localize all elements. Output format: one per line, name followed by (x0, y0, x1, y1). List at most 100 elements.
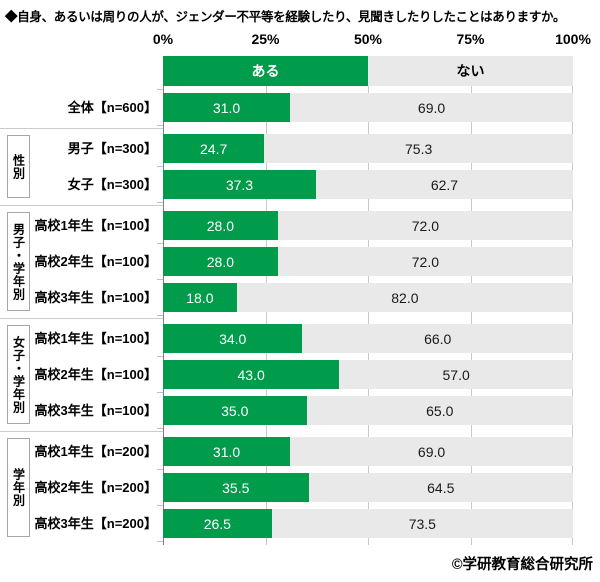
row-label: 男子【n=300】 (67, 141, 157, 156)
bar-segment-nai: 66.0 (302, 324, 573, 353)
bar-value-nai: 64.5 (427, 479, 455, 496)
bar-segment-nai: 69.0 (290, 437, 573, 466)
copyright-credit: ©学研教育総合研究所 (451, 557, 593, 573)
table-row: 男子【n=300】 24.7 75.3 (0, 134, 600, 167)
axis-tick-label-50: 50% (353, 31, 383, 47)
table-row: 高校1年生【n=100】 28.0 72.0 (0, 211, 600, 244)
bar-value-nai: 65.0 (426, 402, 454, 419)
bar-segment-nai: 82.0 (236, 283, 573, 312)
group-section-male-grade: 男子・学年別 高校1年生【n=100】 28.0 72.0 高校2年生【n=10… (0, 205, 600, 316)
bar-value-nai: 73.5 (408, 515, 436, 532)
bar-value-aru: 28.0 (206, 253, 235, 270)
row-bars: 28.0 72.0 (157, 211, 573, 244)
bar-segment-nai: 65.0 (306, 396, 573, 425)
row-bars: 28.0 72.0 (157, 247, 573, 280)
bar-segment-aru: 28.0 (163, 211, 278, 240)
table-row-total: 全体【n=600】 31.0 69.0 (0, 93, 600, 126)
bar-segment-aru: 31.0 (163, 93, 291, 122)
table-row: 高校3年生【n=100】 35.0 65.0 (0, 396, 600, 429)
legend-nai: ない (368, 56, 573, 86)
bar-segment-nai: 75.3 (264, 134, 573, 163)
table-row: 女子【n=300】 37.3 62.7 (0, 170, 600, 203)
table-row: 高校1年生【n=100】 34.0 66.0 (0, 324, 600, 357)
legend-header-spacer (0, 56, 163, 86)
bar-segment-aru: 43.0 (163, 360, 340, 389)
group-box-male-grade: 男子・学年別 (7, 212, 30, 311)
legend-header-row: ある ない (0, 56, 600, 90)
group-section-grade: 学年別 高校1年生【n=200】 31.0 69.0 高校2年生【n=200】 … (0, 431, 600, 542)
group-box-grade: 学年別 (7, 438, 30, 537)
chart-title: ◆自身、あるいは周りの人が、ジェンダー不平等を経験したり、見聞きしたりしたことは… (5, 10, 566, 24)
bar-segment-nai: 73.5 (271, 509, 573, 538)
bar-value-aru: 37.3 (225, 176, 254, 193)
bar-value-nai: 72.0 (411, 253, 440, 270)
row-bars: 34.0 66.0 (157, 324, 573, 357)
group-label-male-grade: 男子・学年別 (11, 222, 26, 301)
row-label: 女子【n=300】 (67, 177, 157, 192)
axis-tick-label-25: 25% (251, 31, 280, 47)
row-label: 高校3年生【n=100】 (34, 403, 157, 418)
group-box-female-grade: 女子・学年別 (7, 325, 30, 424)
bar-segment-aru: 35.5 (163, 473, 309, 502)
bar-segment-nai: 72.0 (277, 211, 573, 240)
row-bars: 35.0 65.0 (157, 396, 573, 429)
bar-segment-nai: 62.7 (315, 170, 573, 199)
group-label-sex: 性別 (11, 153, 26, 180)
table-row: 高校3年生【n=100】 18.0 82.0 (0, 283, 600, 316)
row-bars: 35.5 64.5 (157, 473, 573, 506)
row-label: 高校2年生【n=100】 (34, 254, 157, 269)
bar-segment-aru: 26.5 (163, 509, 272, 538)
group-label-grade: 学年別 (11, 468, 26, 507)
bar-segment-nai: 64.5 (308, 473, 573, 502)
bar-value-aru: 35.5 (222, 479, 250, 496)
group-section-sex: 性別 男子【n=300】 24.7 75.3 女子【n=300】 37.3 62… (0, 128, 600, 203)
bar-segment-aru: 28.0 (163, 247, 278, 276)
bar-value-nai: 72.0 (411, 217, 440, 234)
bar-value-aru: 28.0 (206, 217, 235, 234)
row-label: 高校1年生【n=100】 (34, 218, 157, 233)
bar-value-nai: 69.0 (417, 99, 446, 116)
bar-value-aru: 31.0 (212, 443, 241, 460)
table-row: 高校2年生【n=100】 43.0 57.0 (0, 360, 600, 393)
bar-value-nai: 82.0 (391, 289, 419, 306)
row-bars: 37.3 62.7 (157, 170, 573, 203)
table-row: 高校2年生【n=100】 28.0 72.0 (0, 247, 600, 280)
chart-plot-area: ある ない 全体【n=600】 31.0 69.0 性別 男子【n=300】 2… (0, 56, 600, 545)
row-bars: 26.5 73.5 (157, 509, 573, 542)
bar-segment-aru: 24.7 (163, 134, 265, 163)
axis-tick-label-0: 0% (152, 31, 174, 47)
group-section-female-grade: 女子・学年別 高校1年生【n=100】 34.0 66.0 高校2年生【n=10… (0, 318, 600, 429)
row-label: 高校2年生【n=200】 (34, 480, 157, 495)
row-label: 高校1年生【n=200】 (34, 444, 157, 459)
bar-segment-aru: 34.0 (163, 324, 303, 353)
bar-value-nai: 57.0 (442, 366, 470, 383)
row-bars: 43.0 57.0 (157, 360, 573, 393)
bar-value-nai: 75.3 (405, 140, 433, 157)
row-label: 高校1年生【n=100】 (34, 331, 157, 346)
row-label: 高校3年生【n=100】 (34, 290, 157, 305)
bar-segment-aru: 35.0 (163, 396, 307, 425)
row-bars: 24.7 75.3 (157, 134, 573, 167)
row-label: 全体【n=600】 (67, 100, 157, 115)
group-box-sex: 性別 (7, 135, 30, 198)
bar-segment-nai: 57.0 (339, 360, 573, 389)
bar-value-aru: 34.0 (219, 330, 247, 347)
bar-value-aru: 24.7 (200, 140, 228, 157)
table-row: 高校2年生【n=200】 35.5 64.5 (0, 473, 600, 506)
bar-value-aru: 31.0 (212, 99, 241, 116)
group-label-female-grade: 女子・学年別 (11, 335, 26, 414)
legend-header-bars: ある ない (157, 56, 573, 90)
row-bars: 18.0 82.0 (157, 283, 573, 316)
legend-aru: ある (163, 56, 368, 86)
bar-value-aru: 35.0 (221, 402, 249, 419)
axis-tick-label-75: 75% (456, 31, 485, 47)
bar-segment-nai: 72.0 (277, 247, 573, 276)
bar-value-aru: 26.5 (203, 515, 231, 532)
bar-segment-aru: 31.0 (163, 437, 291, 466)
row-bars: 31.0 69.0 (157, 93, 573, 126)
x-axis: 0% 25% 50% 75% 100% (0, 30, 600, 47)
bar-value-aru: 18.0 (186, 289, 214, 306)
bar-segment-nai: 69.0 (290, 93, 573, 122)
table-row: 高校1年生【n=200】 31.0 69.0 (0, 437, 600, 470)
bar-segment-aru: 37.3 (163, 170, 316, 199)
